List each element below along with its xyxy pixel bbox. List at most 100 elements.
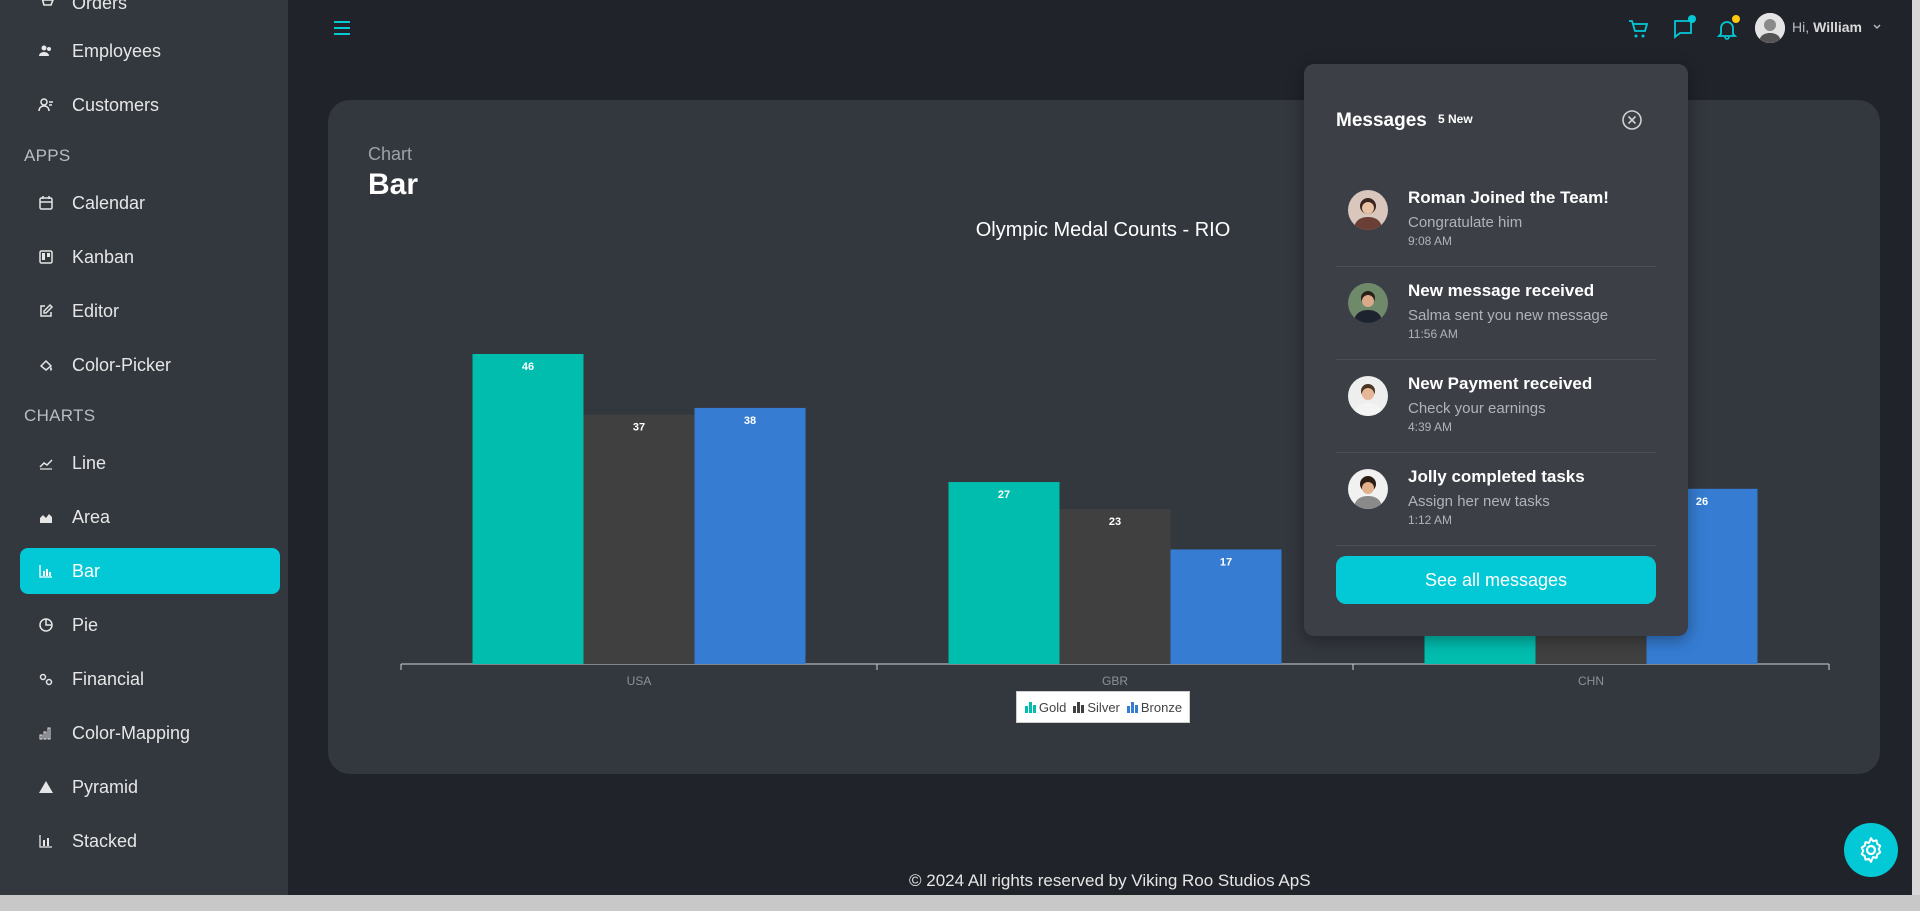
message-desc: Check your earnings: [1408, 400, 1546, 417]
chart-title: Olympic Medal Counts - RIO: [976, 219, 1231, 241]
sidebar-item-label: Bar: [72, 560, 101, 581]
legend-item-bronze[interactable]: Bronze: [1126, 700, 1182, 715]
bar-gold-gbr: [948, 482, 1060, 664]
message-title: Jolly completed tasks: [1408, 467, 1585, 486]
message-desc: Congratulate him: [1408, 214, 1523, 231]
employees-icon: [36, 41, 56, 61]
message-time: 4:39 AM: [1408, 420, 1453, 434]
vertical-scrollbar[interactable]: [1912, 0, 1920, 895]
legend-label: Bronze: [1140, 699, 1183, 715]
card-subtitle: Chart: [368, 144, 413, 164]
bar-bronze-usa: [694, 407, 806, 664]
line-chart-icon: [36, 453, 56, 473]
x-tick-label: USA: [627, 674, 652, 688]
sidebar-item-label: Pie: [72, 614, 99, 635]
message-desc: Assign her new tasks: [1408, 493, 1550, 510]
sidebar-item-customers[interactable]: Customers: [20, 82, 280, 128]
message-time: 1:12 AM: [1408, 513, 1453, 527]
bar-chart-icon: [36, 561, 56, 581]
bar-bronze-gbr: [1170, 549, 1282, 664]
sidebar-item-stacked[interactable]: Stacked: [20, 818, 280, 864]
settings-button[interactable]: [1844, 823, 1898, 877]
bell-icon[interactable]: [1716, 18, 1738, 40]
sidebar-item-pyramid[interactable]: Pyramid: [20, 764, 280, 810]
sidebar-item-employees[interactable]: Employees: [20, 28, 280, 74]
greeting-text: Hi,: [1792, 19, 1810, 35]
section-label-charts: CHARTS: [24, 406, 96, 425]
bar-silver-gbr: [1059, 509, 1171, 664]
close-icon[interactable]: [1620, 108, 1644, 132]
message-title: New Payment received: [1408, 374, 1593, 393]
message-time: 11:56 AM: [1408, 327, 1458, 341]
chart-legend: Gold Silver Bronze: [1016, 691, 1190, 723]
horizontal-scrollbar[interactable]: [0, 895, 1920, 911]
sidebar-item-financial[interactable]: Financial: [20, 656, 280, 702]
legend-bar-icon: [1024, 702, 1036, 713]
sidebar-item-label: Kanban: [72, 246, 135, 267]
legend-label: Silver: [1087, 699, 1120, 715]
sidebar-item-area[interactable]: Area: [20, 494, 280, 540]
area-chart-icon: [36, 507, 56, 527]
sidebar-item-kanban[interactable]: Kanban: [20, 234, 280, 280]
user-greeting[interactable]: Hi, William: [1792, 19, 1862, 35]
message-item[interactable]: Jolly completed tasks Assign her new tas…: [1336, 453, 1656, 546]
sidebar-item-orders[interactable]: Orders: [20, 0, 280, 26]
avatar[interactable]: [1755, 13, 1785, 43]
kanban-icon: [36, 247, 56, 267]
message-title: Roman Joined the Team!: [1408, 188, 1609, 207]
user-name: William: [1813, 19, 1863, 35]
gear-icon: [1860, 837, 1882, 863]
sidebar-item-pie[interactable]: Pie: [20, 602, 280, 648]
x-tick-label: GBR: [1102, 674, 1128, 688]
calendar-icon: [36, 193, 56, 213]
sidebar-item-label: Stacked: [72, 830, 138, 851]
legend-item-gold[interactable]: Gold: [1024, 700, 1066, 715]
messages-badge: 5 New: [1438, 112, 1473, 126]
footer-text: © 2024 All rights reserved by Viking Roo…: [909, 871, 1311, 890]
data-label: 26: [1696, 496, 1708, 508]
sidebar-item-label: Color-Picker: [72, 354, 172, 375]
avatar: [1348, 283, 1388, 323]
bar-gold-usa: [472, 354, 584, 664]
editor-icon: [36, 301, 56, 321]
data-label: 23: [1109, 516, 1121, 528]
sidebar-item-color-picker[interactable]: Color-Picker: [20, 342, 280, 388]
financial-icon: [36, 669, 56, 689]
bar-silver-usa: [583, 414, 695, 664]
sidebar-item-calendar[interactable]: Calendar: [20, 180, 280, 226]
pie-chart-icon: [36, 615, 56, 635]
message-item[interactable]: New Payment received Check your earnings…: [1336, 360, 1656, 453]
sidebar-item-label: Employees: [72, 40, 162, 61]
customers-icon: [36, 95, 56, 115]
data-label: 37: [633, 422, 645, 434]
stacked-icon: [36, 831, 56, 851]
x-tick-label: CHN: [1578, 674, 1604, 688]
sidebar-item-label: Line: [72, 452, 107, 473]
message-item[interactable]: New message received Salma sent you new …: [1336, 267, 1656, 360]
see-all-messages-button[interactable]: See all messages: [1336, 556, 1656, 604]
legend-label: Gold: [1038, 699, 1067, 715]
chevron-down-icon[interactable]: [1872, 22, 1882, 32]
avatar: [1348, 376, 1388, 416]
sidebar: Orders Employees Customers APPS Calendar…: [0, 0, 288, 895]
legend-bar-icon: [1073, 702, 1085, 713]
sidebar-item-editor[interactable]: Editor: [20, 288, 280, 334]
card-title: Bar: [368, 168, 419, 201]
avatar: [1348, 190, 1388, 230]
legend-item-silver[interactable]: Silver: [1072, 700, 1120, 715]
data-label: 46: [522, 361, 534, 373]
sidebar-item-bar[interactable]: Bar: [20, 548, 280, 594]
legend-bar-icon: [1126, 702, 1138, 713]
message-title: New message received: [1408, 281, 1595, 300]
menu-icon[interactable]: [332, 18, 352, 38]
sidebar-item-label: Area: [72, 506, 111, 527]
chat-notification-dot: [1688, 15, 1696, 23]
message-item[interactable]: Roman Joined the Team! Congratulate him …: [1336, 174, 1656, 267]
cart-icon[interactable]: [1627, 18, 1649, 40]
sidebar-item-label: Color-Mapping: [72, 722, 191, 743]
sidebar-item-color-mapping[interactable]: Color-Mapping: [20, 710, 280, 756]
messages-popup: Messages 5 New Roman Joined the Team! Co…: [1304, 64, 1688, 636]
message-desc: Salma sent you new message: [1408, 307, 1609, 324]
avatar: [1348, 469, 1388, 509]
sidebar-item-line[interactable]: Line: [20, 440, 280, 486]
